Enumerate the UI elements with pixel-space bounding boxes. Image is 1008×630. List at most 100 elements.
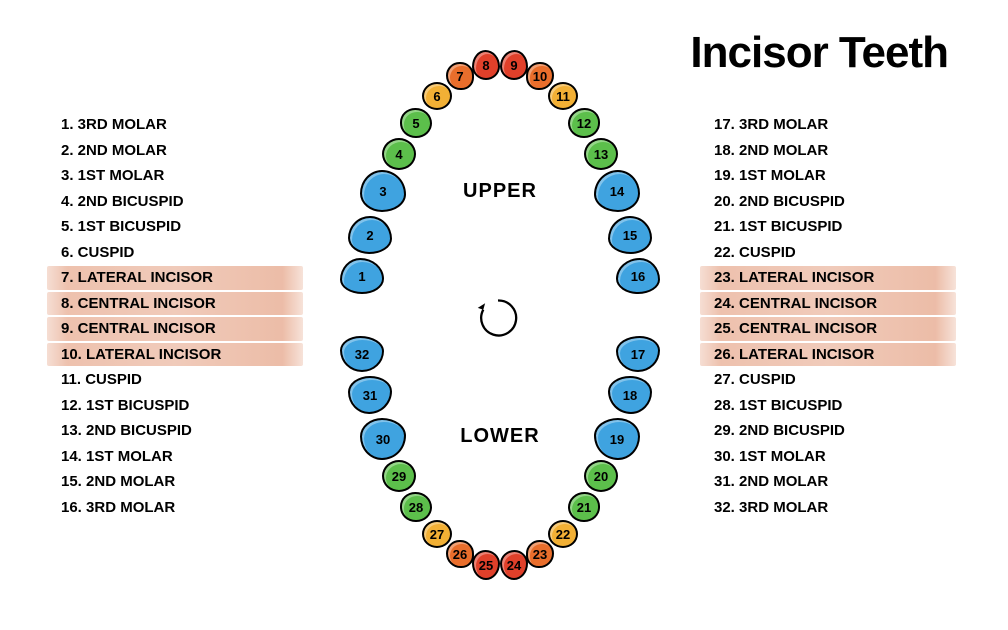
- tooth-21: 21: [568, 492, 600, 522]
- legend-item: 16. 3RD MOLAR: [55, 495, 285, 521]
- tooth-number: 25: [479, 558, 493, 573]
- tooth-number: 13: [594, 147, 608, 162]
- tooth-number: 2: [366, 228, 373, 243]
- tooth-8: 8: [472, 50, 500, 80]
- upper-label: UPPER: [440, 180, 560, 203]
- tooth-number: 26: [453, 547, 467, 562]
- legend-item: 23. LATERAL INCISOR: [708, 265, 938, 291]
- tooth-number: 7: [456, 69, 463, 84]
- tooth-number: 12: [577, 116, 591, 131]
- legend-item: 5. 1ST BICUSPID: [55, 214, 285, 240]
- legend-item: 32. 3RD MOLAR: [708, 495, 938, 521]
- tooth-28: 28: [400, 492, 432, 522]
- tooth-number: 14: [610, 184, 624, 199]
- tooth-number: 29: [392, 469, 406, 484]
- tooth-12: 12: [568, 108, 600, 138]
- legend-item: 10. LATERAL INCISOR: [55, 342, 285, 368]
- tooth-26: 26: [446, 540, 474, 568]
- tooth-7: 7: [446, 62, 474, 90]
- legend-item: 6. CUSPID: [55, 240, 285, 266]
- tooth-24: 24: [500, 550, 528, 580]
- legend-item: 18. 2ND MOLAR: [708, 138, 938, 164]
- page-title: Incisor Teeth: [690, 28, 948, 78]
- legend-item: 21. 1ST BICUSPID: [708, 214, 938, 240]
- legend-item: 14. 1ST MOLAR: [55, 444, 285, 470]
- tooth-23: 23: [526, 540, 554, 568]
- tooth-6: 6: [422, 82, 452, 110]
- legend-item: 9. CENTRAL INCISOR: [55, 316, 285, 342]
- legend-item: 27. CUSPID: [708, 367, 938, 393]
- tooth-number: 5: [412, 116, 419, 131]
- tooth-14: 14: [594, 170, 640, 212]
- legend-item: 26. LATERAL INCISOR: [708, 342, 938, 368]
- tooth-number: 3: [379, 184, 386, 199]
- legend-item: 1. 3RD MOLAR: [55, 112, 285, 138]
- legend-item: 8. CENTRAL INCISOR: [55, 291, 285, 317]
- tooth-number: 19: [610, 432, 624, 447]
- tooth-number: 22: [556, 527, 570, 542]
- legend-left: 1. 3RD MOLAR2. 2ND MOLAR3. 1ST MOLAR4. 2…: [55, 112, 285, 520]
- tooth-30: 30: [360, 418, 406, 460]
- legend-item: 17. 3RD MOLAR: [708, 112, 938, 138]
- tooth-number: 17: [631, 347, 645, 362]
- tooth-number: 15: [623, 228, 637, 243]
- legend-item: 22. CUSPID: [708, 240, 938, 266]
- tooth-number: 6: [433, 89, 440, 104]
- tooth-number: 24: [507, 558, 521, 573]
- legend-item: 24. CENTRAL INCISOR: [708, 291, 938, 317]
- tooth-number: 23: [533, 547, 547, 562]
- tooth-number: 1: [358, 269, 365, 284]
- tooth-number: 18: [623, 388, 637, 403]
- tooth-number: 30: [376, 432, 390, 447]
- tooth-number: 11: [556, 89, 570, 104]
- legend-item: 13. 2ND BICUSPID: [55, 418, 285, 444]
- legend-item: 19. 1ST MOLAR: [708, 163, 938, 189]
- lower-label: LOWER: [440, 425, 560, 448]
- tooth-17: 17: [616, 336, 660, 372]
- tooth-22: 22: [548, 520, 578, 548]
- tooth-number: 27: [430, 527, 444, 542]
- legend-item: 15. 2ND MOLAR: [55, 469, 285, 495]
- tooth-number: 9: [510, 58, 517, 73]
- legend-item: 2. 2ND MOLAR: [55, 138, 285, 164]
- legend-item: 25. CENTRAL INCISOR: [708, 316, 938, 342]
- tooth-3: 3: [360, 170, 406, 212]
- tooth-number: 10: [533, 69, 547, 84]
- tooth-32: 32: [340, 336, 384, 372]
- tooth-15: 15: [608, 216, 652, 254]
- legend-item: 29. 2ND BICUSPID: [708, 418, 938, 444]
- tooth-20: 20: [584, 460, 618, 492]
- tooth-18: 18: [608, 376, 652, 414]
- legend-item: 4. 2ND BICUSPID: [55, 189, 285, 215]
- tooth-19: 19: [594, 418, 640, 460]
- legend-item: 7. LATERAL INCISOR: [55, 265, 285, 291]
- legend-right: 17. 3RD MOLAR18. 2ND MOLAR19. 1ST MOLAR2…: [708, 112, 938, 520]
- legend-item: 31. 2ND MOLAR: [708, 469, 938, 495]
- legend-item: 20. 2ND BICUSPID: [708, 189, 938, 215]
- legend-item: 30. 1ST MOLAR: [708, 444, 938, 470]
- legend-item: 11. CUSPID: [55, 367, 285, 393]
- tooth-29: 29: [382, 460, 416, 492]
- tooth-11: 11: [548, 82, 578, 110]
- legend-item: 12. 1ST BICUSPID: [55, 393, 285, 419]
- tooth-31: 31: [348, 376, 392, 414]
- teeth-diagram: UPPER LOWER 1234567891011121314151617181…: [320, 30, 680, 600]
- tooth-4: 4: [382, 138, 416, 170]
- tooth-9: 9: [500, 50, 528, 80]
- tooth-5: 5: [400, 108, 432, 138]
- tooth-number: 28: [409, 500, 423, 515]
- tooth-number: 20: [594, 469, 608, 484]
- tooth-27: 27: [422, 520, 452, 548]
- tooth-number: 4: [395, 147, 402, 162]
- legend-item: 28. 1ST BICUSPID: [708, 393, 938, 419]
- legend-item: 3. 1ST MOLAR: [55, 163, 285, 189]
- tooth-2: 2: [348, 216, 392, 254]
- rotation-arrow-icon: [475, 295, 521, 341]
- tooth-1: 1: [340, 258, 384, 294]
- tooth-number: 8: [482, 58, 489, 73]
- tooth-13: 13: [584, 138, 618, 170]
- tooth-number: 21: [577, 500, 591, 515]
- tooth-number: 32: [355, 347, 369, 362]
- tooth-25: 25: [472, 550, 500, 580]
- tooth-number: 31: [363, 388, 377, 403]
